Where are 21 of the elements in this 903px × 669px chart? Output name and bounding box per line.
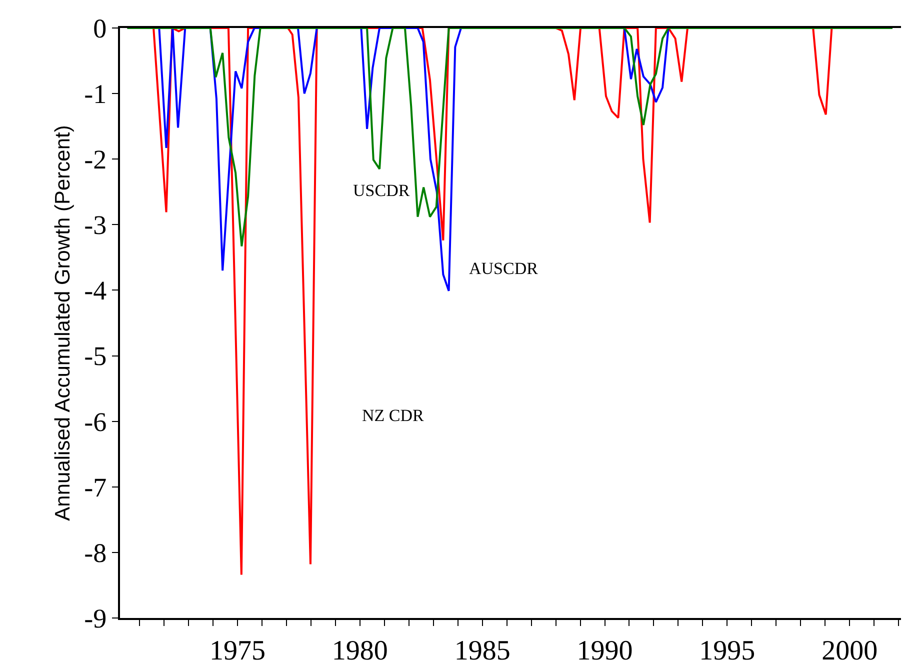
y-tick-label: -5 bbox=[84, 341, 107, 372]
y-tick-label: -2 bbox=[84, 144, 107, 175]
x-tick-label: 1985 bbox=[454, 636, 510, 667]
y-tick-label: -7 bbox=[84, 472, 107, 502]
x-tick-label: 1995 bbox=[699, 636, 756, 667]
series-label: AUSCDR bbox=[469, 259, 539, 278]
y-tick-label: -9 bbox=[84, 603, 107, 634]
y-tick-label: -4 bbox=[84, 276, 108, 306]
y-tick-label: -8 bbox=[84, 538, 107, 568]
x-tick-label: 1975 bbox=[210, 636, 266, 667]
x-tick-label: 1980 bbox=[332, 636, 388, 667]
y-tick-label: -3 bbox=[84, 210, 107, 240]
x-tick-label: 2000 bbox=[822, 636, 878, 667]
x-tick-label: 1990 bbox=[576, 636, 633, 667]
text: NZ CDR bbox=[362, 406, 425, 425]
y-tick-label: 0 bbox=[93, 13, 107, 44]
y-tick-label: -1 bbox=[84, 79, 107, 110]
y-axis-title: Annualised Accumulated Growth (Percent) bbox=[52, 125, 75, 521]
series-label: USCDR bbox=[353, 181, 410, 200]
y-tick-label: -6 bbox=[84, 406, 107, 437]
line-series bbox=[126, 28, 894, 248]
